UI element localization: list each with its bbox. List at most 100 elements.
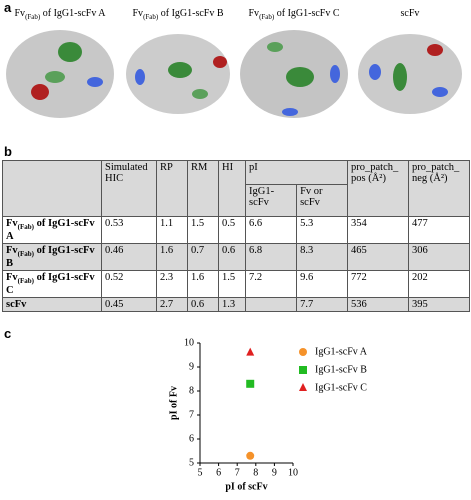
x-tick-label: 8	[253, 467, 258, 478]
table-row: Fv(Fab) of IgG1-scFv B 0.46 1.6 0.7 0.6 6.8 8.…	[2, 243, 470, 272]
table-cell: 1.6	[187, 270, 219, 299]
label-text: of IgG1-scFv B	[6, 245, 95, 270]
row-label: Fv(Fab) of IgG1-scFv B	[2, 243, 102, 272]
y-tick-label: 5	[189, 457, 194, 468]
x-axis-label: pI of scFv	[225, 481, 267, 492]
column-header: HI	[218, 160, 246, 217]
column-header: pI	[245, 160, 348, 185]
table-cell: 465	[347, 243, 409, 272]
label-subscript: (Fab)	[17, 223, 35, 232]
table-row: Fv(Fab) of IgG1-scFv A 0.53 1.1 1.5 0.5 6.6 5.…	[2, 215, 470, 245]
structure-label: Fv(Fab) of IgG1-scFv C	[249, 8, 340, 21]
y-tick-label: 6	[189, 433, 194, 444]
surface-c	[240, 30, 348, 118]
label-name: scFv	[6, 299, 27, 311]
column-header: pro_patch_ pos (Å²)	[347, 160, 409, 217]
row-label: Fv(Fab) of IgG1-scFv C	[2, 270, 102, 299]
table-cell: 1.5	[187, 215, 219, 245]
label-name: Fv	[6, 272, 18, 284]
header-row: Simulated HIC RP RM HI pI pro_patch_ pos (Å²)…	[2, 160, 470, 217]
point	[246, 347, 255, 356]
y-tick-label: 7	[189, 409, 194, 420]
table-cell: 0.52	[101, 270, 157, 299]
label-name: scFv	[400, 8, 420, 19]
table-cell: 395	[408, 297, 470, 313]
table-cell: 477	[408, 215, 470, 245]
label-subscript: (Fab)	[259, 13, 275, 21]
legend-marker	[299, 383, 307, 391]
panel-label: c	[4, 326, 12, 341]
table-cell: 0.6	[187, 297, 219, 313]
y-tick-label: 9	[189, 361, 194, 372]
legend-label: IgG1-scFv B	[315, 364, 367, 375]
table-row: Fv(Fab) of IgG1-scFv C 0.52 2.3 1.6 1.5 7.2 9.…	[2, 270, 470, 299]
point	[246, 451, 255, 460]
property-table: Simulated HIC RP RM HI pI pro_patch_ pos (Å²)…	[2, 160, 470, 313]
table-cell: 5.3	[296, 215, 348, 245]
y-axis-label: pI of Fv	[168, 386, 179, 420]
table-cell: 536	[347, 297, 409, 313]
column-subheader: IgG1-scFv	[244, 184, 298, 217]
surface-a	[6, 30, 114, 118]
x-tick-label: 10	[288, 467, 298, 478]
table-cell: 0.5	[218, 215, 246, 245]
column-header: RM	[187, 160, 219, 217]
label-text: of IgG1-scFv C	[6, 272, 95, 297]
table-cell: 354	[347, 215, 409, 245]
legend-label: IgG1-scFv A	[315, 346, 368, 357]
column-header: pro_patch_ neg (Å²)	[408, 160, 470, 217]
label-subscript: (Fab)	[25, 13, 41, 21]
table-cell: 0.6	[218, 243, 246, 272]
label-name: Fv	[132, 8, 144, 19]
structure-label: Fv(Fab) of IgG1-scFv B	[133, 8, 224, 21]
column-header: RP	[156, 160, 188, 217]
table-cell: 1.5	[218, 270, 246, 299]
label-name: Fv	[6, 218, 18, 229]
x-tick-label: 9	[272, 467, 277, 478]
label-subscript: (Fab)	[17, 250, 35, 259]
table-cell: 6.8	[244, 243, 298, 272]
header-row: IgG1-scFv Fv or scFv	[3, 184, 470, 217]
table-cell: 7.2	[244, 270, 298, 299]
table-cell: 1.3	[218, 297, 246, 313]
structure-label: Fv(Fab) of IgG1-scFv A	[15, 8, 106, 21]
table-cell	[244, 297, 298, 313]
label-subscript: (Fab)	[143, 13, 159, 21]
table-cell: 9.6	[296, 270, 348, 299]
table-cell: 202	[408, 270, 470, 299]
label-text: of IgG1-scFv A	[6, 218, 95, 243]
table-cell: 6.6	[244, 215, 298, 245]
surface-b	[126, 34, 230, 114]
table-cell: 0.45	[101, 297, 157, 313]
label-name: Fv	[14, 8, 26, 19]
column-header: Simulated HIC	[101, 160, 157, 217]
legend-marker	[299, 366, 307, 374]
panel-label: a	[4, 0, 12, 15]
table-cell: 772	[347, 270, 409, 299]
panel-label: b	[4, 144, 12, 159]
legend-marker	[299, 348, 307, 356]
table-head: Simulated HIC RP RM HI pI pro_patch_ pos (Å²)…	[2, 160, 470, 217]
table-cell: 0.46	[101, 243, 157, 272]
surface-images	[6, 30, 462, 118]
label-subscript: (Fab)	[17, 277, 35, 286]
table-cell: 2.3	[156, 270, 188, 299]
label-text: of IgG1-scFv B	[158, 8, 224, 19]
table-cell: 1.6	[156, 243, 188, 272]
table-cell: 2.7	[156, 297, 188, 313]
label-text: of IgG1-scFv A	[40, 8, 106, 19]
row-label: scFv	[2, 297, 102, 313]
y-tick-label: 8	[189, 385, 194, 396]
table-row: scFv 0.45 2.7 0.6 1.3 7.7 536 395	[2, 297, 470, 313]
table-cell: 8.3	[296, 243, 348, 272]
table-cell: 1.1	[156, 215, 188, 245]
table-cell: 0.53	[101, 215, 157, 245]
x-tick-label: 7	[235, 467, 240, 478]
table-body: Fv(Fab) of IgG1-scFv A 0.53 1.1 1.5 0.5 6.6 5.…	[2, 215, 470, 313]
x-tick-label: 6	[216, 467, 221, 478]
x-tick-label: 5	[198, 467, 203, 478]
corner-cell	[2, 160, 102, 217]
scatter-chart: 5 6 7 8 9 10 5 6 7 8 9 10 pI of scFv pI of Fv IgG1-scF…	[168, 337, 368, 492]
surface-scfv	[358, 34, 462, 114]
